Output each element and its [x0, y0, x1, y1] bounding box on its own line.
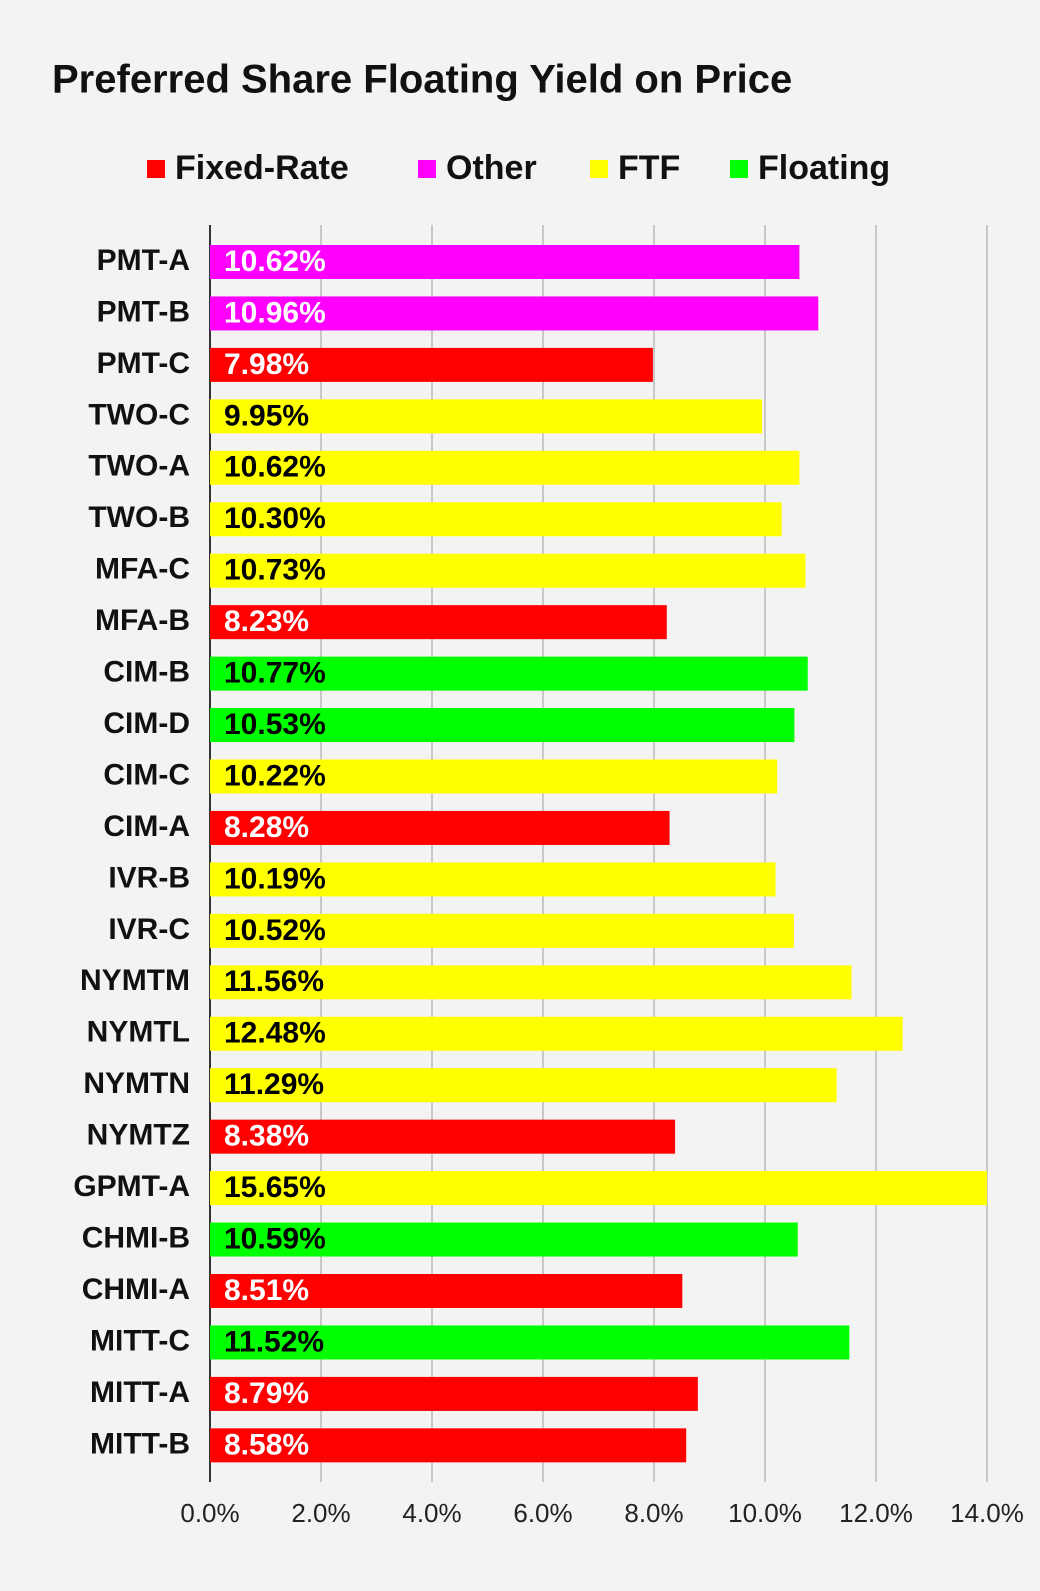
data-label: 9.95% [224, 399, 309, 432]
data-label: 11.52% [224, 1325, 324, 1358]
legend-swatch [590, 160, 608, 178]
bar [210, 553, 806, 588]
data-label: 12.48% [224, 1017, 326, 1050]
data-label: 10.73% [224, 554, 326, 587]
bar [210, 1016, 903, 1051]
data-label: 10.77% [224, 657, 326, 690]
y-tick-label: NYMTM [80, 964, 190, 997]
bar [210, 1171, 987, 1206]
y-tick-label: NYMTN [83, 1067, 190, 1100]
data-label: 10.62% [224, 451, 326, 484]
y-tick-label: IVR-C [108, 913, 190, 946]
y-tick-label: TWO-C [88, 398, 190, 431]
data-label: 8.28% [224, 811, 309, 844]
y-tick-label: NYMTZ [87, 1119, 190, 1152]
y-tick-label: CIM-D [103, 707, 190, 740]
data-label: 8.79% [224, 1377, 309, 1410]
y-tick-label: PMT-A [97, 244, 190, 277]
x-tick-label: 4.0% [402, 1498, 461, 1528]
bar [210, 913, 794, 948]
y-tick-label: TWO-A [88, 450, 190, 483]
y-tick-label: CHMI-B [82, 1221, 190, 1254]
data-label: 10.53% [224, 708, 326, 741]
bar [210, 965, 852, 1000]
legend-swatch [730, 160, 748, 178]
y-tick-label: CIM-C [103, 758, 190, 791]
data-label: 8.58% [224, 1428, 309, 1461]
y-tick-label: NYMTL [87, 1016, 190, 1049]
bar [210, 708, 795, 743]
legend-swatch [418, 160, 436, 178]
legend-label: FTF [618, 149, 680, 187]
bar [210, 1325, 850, 1360]
y-tick-label: MFA-B [95, 604, 190, 637]
chart-title: Preferred Share Floating Yield on Price [52, 58, 792, 102]
x-tick-label: 8.0% [624, 1498, 683, 1528]
x-tick-label: 6.0% [513, 1498, 572, 1528]
bar [210, 1274, 683, 1308]
data-label: 10.96% [224, 296, 326, 329]
legend-label: Fixed-Rate [175, 149, 349, 187]
legend-swatch [147, 160, 165, 178]
data-label: 11.29% [224, 1068, 324, 1101]
bar [210, 862, 776, 897]
data-label: 15.65% [224, 1171, 326, 1204]
y-tick-label: MITT-B [90, 1427, 190, 1460]
data-label: 10.30% [224, 502, 326, 535]
y-tick-label: TWO-B [88, 501, 190, 534]
data-label: 8.38% [224, 1120, 309, 1153]
data-label: 10.59% [224, 1222, 326, 1255]
bar [210, 296, 819, 331]
bar [210, 245, 800, 279]
bar [210, 656, 808, 691]
y-tick-label: CIM-A [103, 810, 190, 843]
x-tick-label: 2.0% [291, 1498, 350, 1528]
bar [210, 502, 782, 537]
y-tick-label: CIM-B [103, 656, 190, 689]
x-tick-label: 14.0% [950, 1498, 1024, 1528]
y-tick-label: CHMI-A [82, 1273, 190, 1306]
y-tick-label: MITT-C [90, 1324, 190, 1357]
data-label: 10.19% [224, 862, 326, 895]
bar [210, 450, 800, 485]
bar [210, 347, 653, 382]
bar [210, 1068, 837, 1103]
bar [210, 1222, 798, 1257]
bar [210, 399, 763, 434]
y-tick-label: PMT-B [97, 295, 190, 328]
data-label: 7.98% [224, 348, 309, 381]
bar [210, 810, 670, 845]
data-label: 10.22% [224, 759, 326, 792]
data-label: 10.52% [224, 914, 326, 947]
x-tick-label: 0.0% [180, 1498, 239, 1528]
bar [210, 1428, 687, 1463]
bar [210, 759, 778, 794]
legend-label: Other [446, 149, 537, 187]
data-label: 11.56% [224, 965, 324, 998]
bar [210, 1376, 698, 1411]
data-label: 10.62% [224, 245, 326, 278]
x-tick-label: 12.0% [839, 1498, 913, 1528]
legend-label: Floating [758, 149, 890, 187]
y-tick-label: MITT-A [90, 1376, 190, 1409]
data-label: 8.23% [224, 605, 309, 638]
data-label: 8.51% [224, 1274, 309, 1307]
y-tick-label: GPMT-A [73, 1170, 190, 1203]
bar [210, 1119, 676, 1154]
x-tick-label: 10.0% [728, 1498, 802, 1528]
y-tick-label: PMT-C [97, 347, 190, 380]
y-tick-label: IVR-B [108, 861, 190, 894]
bar [210, 605, 667, 640]
y-tick-label: MFA-C [95, 553, 190, 586]
